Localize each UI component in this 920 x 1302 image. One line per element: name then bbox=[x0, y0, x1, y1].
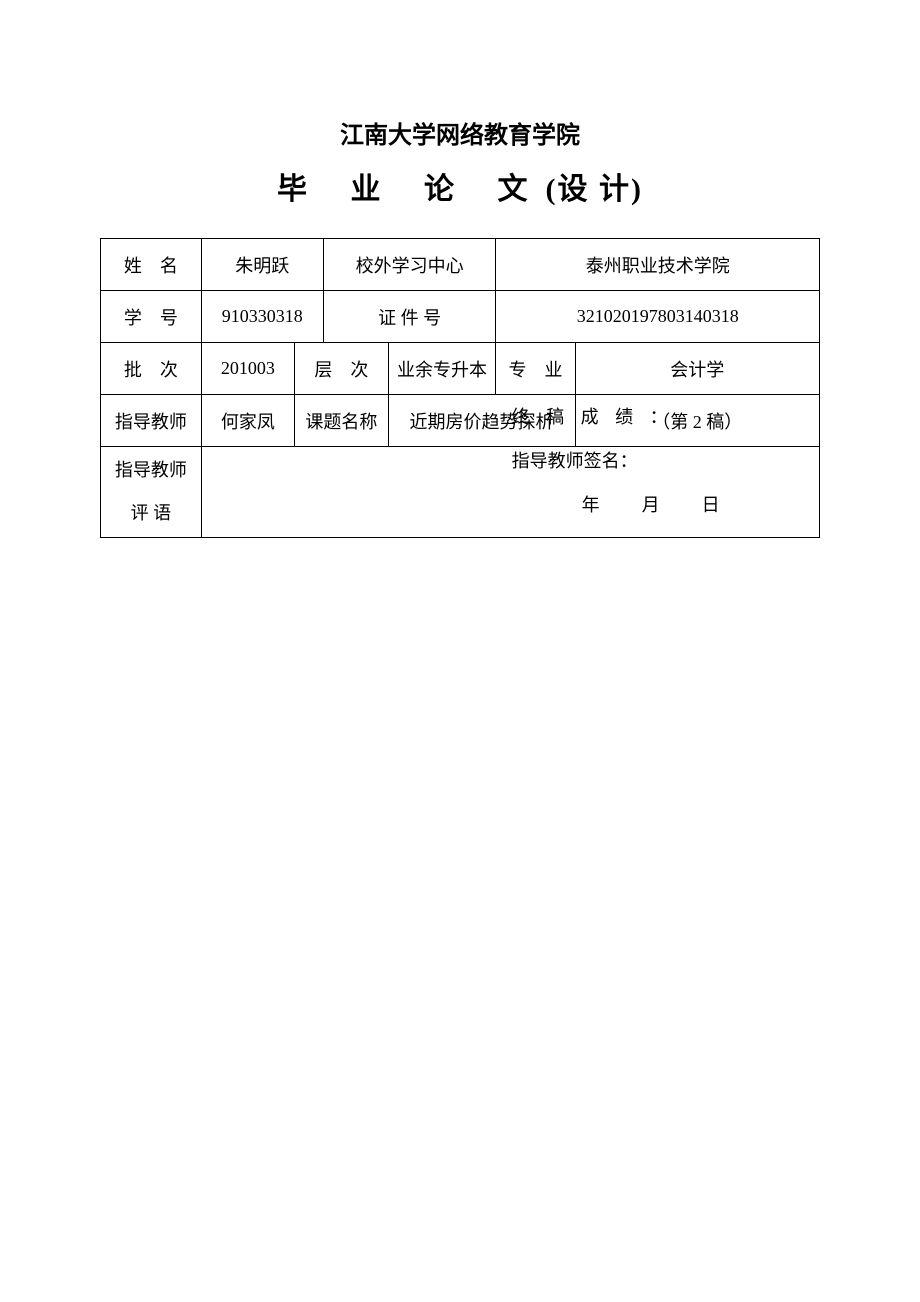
document-header: 江南大学网络教育学院 毕 业 论 文(设 计) bbox=[100, 115, 820, 208]
info-table: 姓 名 朱明跃 校外学习中心 泰州职业技术学院 学 号 910330318 证 … bbox=[100, 238, 820, 538]
label-advisor: 指导教师 bbox=[101, 395, 202, 447]
label-level: 层 次 bbox=[295, 343, 388, 395]
row-batch: 批 次 201003 层 次 业余专升本 专 业 会计学 bbox=[101, 343, 820, 395]
row-comment: 指导教师 评 语 终 稿 成 绩 ： 指导教师签名： 年 月 日 bbox=[101, 447, 820, 538]
label-student-id: 学 号 bbox=[101, 291, 202, 343]
label-batch: 批 次 bbox=[101, 343, 202, 395]
doc-type-main: 毕 业 论 文 bbox=[277, 173, 546, 206]
label-id-no: 证 件 号 bbox=[323, 291, 496, 343]
comment-label-text: 指导教师 评 语 bbox=[105, 449, 197, 535]
institution-name: 江南大学网络教育学院 bbox=[100, 115, 820, 150]
value-batch: 201003 bbox=[201, 343, 294, 395]
value-name: 朱明跃 bbox=[201, 239, 323, 291]
value-id-no: 321020197803140318 bbox=[496, 291, 820, 343]
value-student-id: 910330318 bbox=[201, 291, 323, 343]
value-level: 业余专升本 bbox=[388, 343, 496, 395]
comment-label-line1: 指导教师 bbox=[105, 449, 197, 492]
document-type: 毕 业 论 文(设 计) bbox=[100, 164, 820, 208]
row-student-id: 学 号 910330318 证 件 号 321020197803140318 bbox=[101, 291, 820, 343]
page-container: 江南大学网络教育学院 毕 业 论 文(设 计) 姓 名 朱明跃 校外学习中心 泰… bbox=[0, 0, 920, 538]
advisor-sign-line: 指导教师签名： bbox=[202, 447, 819, 473]
signature-block: 终 稿 成 绩 ： 指导教师签名： 年 月 日 bbox=[202, 403, 819, 517]
value-study-center: 泰州职业技术学院 bbox=[496, 239, 820, 291]
date-line: 年 月 日 bbox=[202, 491, 819, 517]
label-study-center: 校外学习中心 bbox=[323, 239, 496, 291]
final-score-line: 终 稿 成 绩 ： bbox=[202, 403, 819, 429]
comment-content-cell: 终 稿 成 绩 ： 指导教师签名： 年 月 日 bbox=[201, 447, 819, 538]
value-major: 会计学 bbox=[575, 343, 820, 395]
label-major: 专 业 bbox=[496, 343, 575, 395]
doc-type-sub: (设 计) bbox=[546, 173, 643, 206]
row-name: 姓 名 朱明跃 校外学习中心 泰州职业技术学院 bbox=[101, 239, 820, 291]
label-name: 姓 名 bbox=[101, 239, 202, 291]
comment-label-line2: 评 语 bbox=[105, 492, 197, 535]
label-advisor-comment: 指导教师 评 语 bbox=[101, 447, 202, 538]
